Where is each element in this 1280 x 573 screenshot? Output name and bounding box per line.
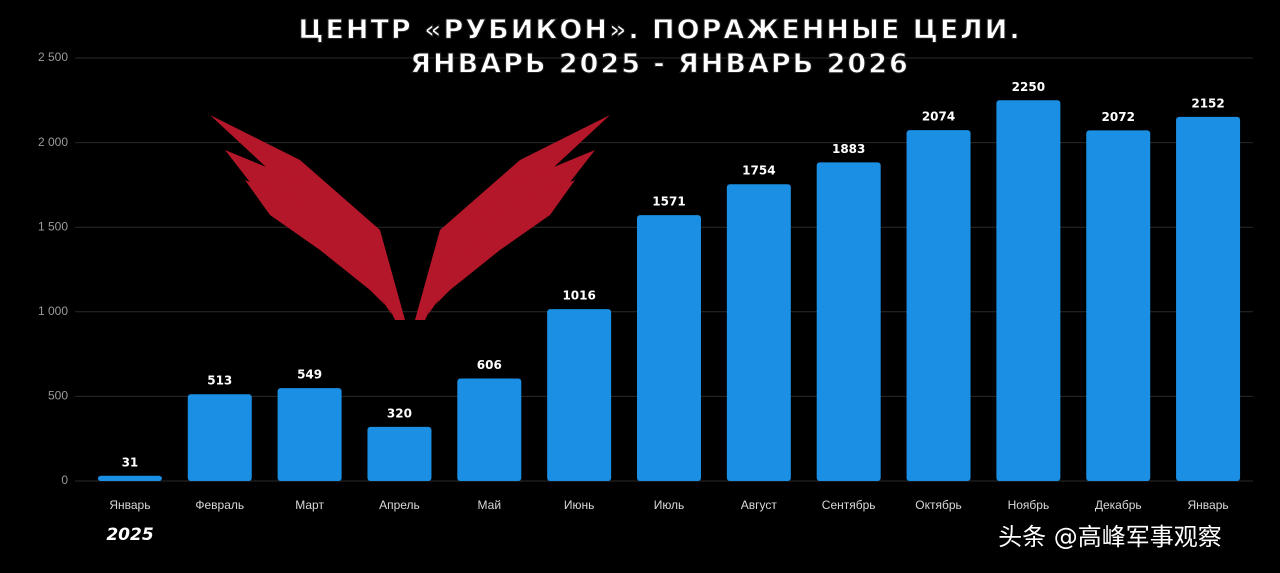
x-tick-label: Февраль xyxy=(195,498,244,512)
bar xyxy=(637,215,701,481)
x-tick-label: Июнь xyxy=(564,498,595,512)
bar xyxy=(1086,130,1151,481)
value-label: 1883 xyxy=(832,142,865,156)
x-tick-label: Январь xyxy=(109,498,150,512)
value-label: 2072 xyxy=(1102,110,1135,124)
value-label: 549 xyxy=(297,368,322,382)
x-tick-label: Декабрь xyxy=(1095,498,1142,512)
logo xyxy=(210,115,610,320)
value-label: 1571 xyxy=(652,195,685,209)
bar xyxy=(277,388,342,481)
y-tick-label: 2 000 xyxy=(38,135,68,149)
value-label: 2250 xyxy=(1012,80,1045,94)
value-label: 1754 xyxy=(742,164,775,178)
x-tick-label: Май xyxy=(478,498,502,512)
bar xyxy=(1176,116,1241,482)
bar xyxy=(367,426,432,481)
bar xyxy=(187,394,252,481)
value-label: 2152 xyxy=(1191,96,1224,110)
value-label: 1016 xyxy=(562,289,595,303)
y-tick-label: 1 000 xyxy=(38,304,68,318)
value-label: 320 xyxy=(387,406,412,420)
bar xyxy=(996,100,1061,482)
y-tick-label: 0 xyxy=(61,473,68,487)
y-tick-label: 500 xyxy=(48,389,68,403)
bar xyxy=(726,184,791,481)
x-tick-label: Апрель xyxy=(379,498,420,512)
value-label: 606 xyxy=(477,358,502,372)
watermark: 头条 @高峰军事观察 xyxy=(998,523,1222,551)
bar xyxy=(816,162,881,481)
y-tick-label: 2 500 xyxy=(38,50,68,64)
bar xyxy=(97,475,162,481)
value-label: 2074 xyxy=(922,110,955,124)
x-tick-label: Август xyxy=(741,498,778,512)
x-tick-label: Март xyxy=(295,498,324,512)
value-label: 31 xyxy=(122,455,139,469)
x-tick-label: Январь xyxy=(1188,498,1229,512)
year-label: 2025 xyxy=(106,525,153,545)
x-tick-label: Октябрь xyxy=(915,498,962,512)
chart-subtitle: ЯНВАРЬ 2025 - ЯНВАРЬ 2026 xyxy=(410,49,910,80)
bar xyxy=(457,378,522,481)
y-tick-label: 1 500 xyxy=(38,219,68,233)
chart-title: ЦЕНТР «РУБИКОН». ПОРАЖЕННЫЕ ЦЕЛИ. xyxy=(298,15,1021,46)
bar xyxy=(906,130,971,481)
x-tick-label: Сентябрь xyxy=(822,498,876,512)
bar xyxy=(547,309,612,481)
value-label: 513 xyxy=(207,374,232,388)
x-tick-label: Ноябрь xyxy=(1008,498,1050,512)
x-tick-label: Июль xyxy=(654,498,685,512)
